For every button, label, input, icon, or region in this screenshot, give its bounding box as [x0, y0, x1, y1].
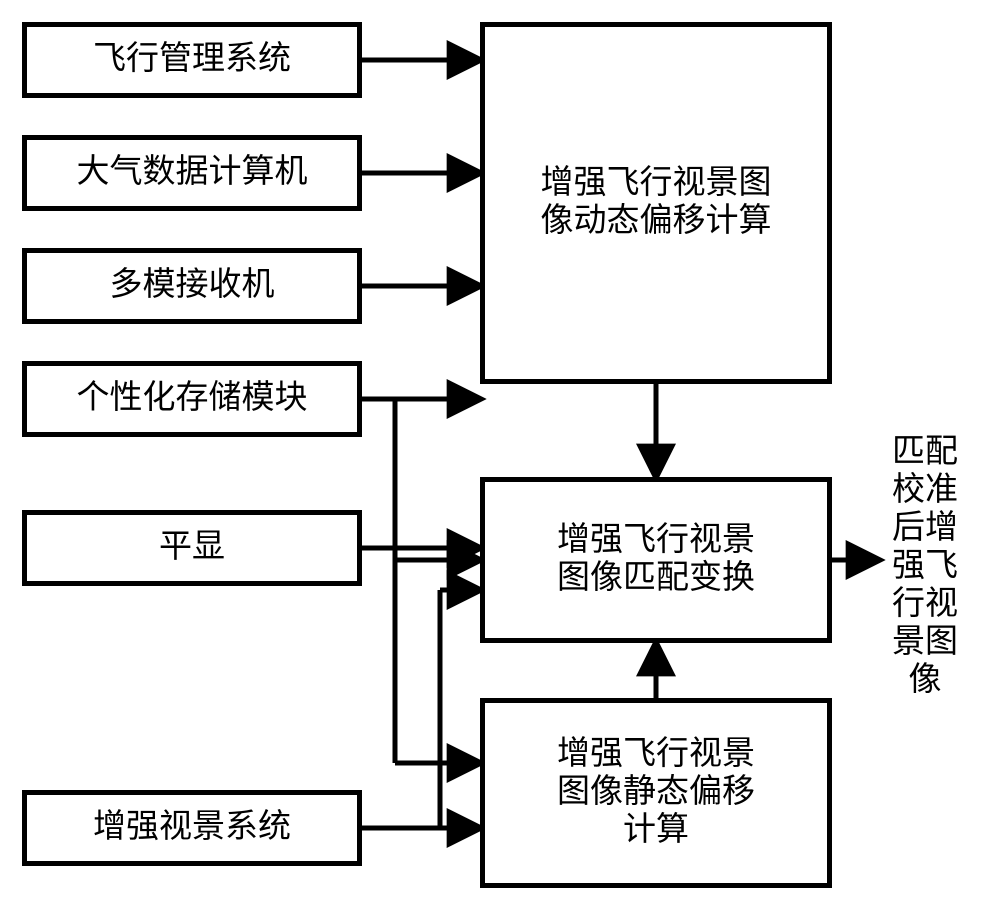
node-n4: 个性化存储模块 [22, 361, 362, 437]
node-r2-label: 增强飞行视景 图像匹配变换 [557, 522, 755, 598]
node-n1: 飞行管理系统 [22, 22, 362, 98]
node-n4-label: 个性化存储模块 [77, 380, 308, 418]
node-n6: 增强视景系统 [22, 790, 362, 866]
node-n6-label: 增强视景系统 [93, 809, 291, 847]
output-label: 匹​配​校​准​后​增​强​飞​行​视​景​图​像 [885, 434, 965, 700]
node-n5: 平显 [22, 510, 362, 586]
node-n2: 大气数据计算机 [22, 135, 362, 211]
diagram-stage: 飞行管理系统大气数据计算机多模接收机个性化存储模块平显增强视景系统 增强飞行视景图… [0, 0, 1000, 919]
node-n1-label: 飞行管理系统 [93, 41, 291, 79]
node-n2-label: 大气数据计算机 [77, 154, 308, 192]
node-r2: 增强飞行视景 图像匹配变换 [480, 477, 832, 643]
node-r3: 增强飞行视景 图像静态偏移 计算 [480, 698, 832, 888]
node-n3: 多模接收机 [22, 248, 362, 324]
node-r1: 增强飞行视景图 像动态偏移计算 [480, 22, 832, 384]
node-r3-label: 增强飞行视景 图像静态偏移 计算 [557, 736, 755, 850]
node-r1-label: 增强飞行视景图 像动态偏移计算 [541, 165, 772, 241]
node-n5-label: 平显 [159, 529, 225, 567]
node-n3-label: 多模接收机 [110, 267, 275, 305]
